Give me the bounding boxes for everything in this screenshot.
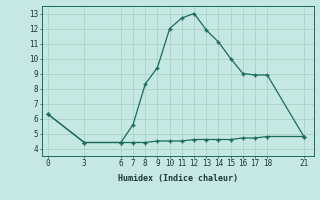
X-axis label: Humidex (Indice chaleur): Humidex (Indice chaleur)	[118, 174, 237, 183]
